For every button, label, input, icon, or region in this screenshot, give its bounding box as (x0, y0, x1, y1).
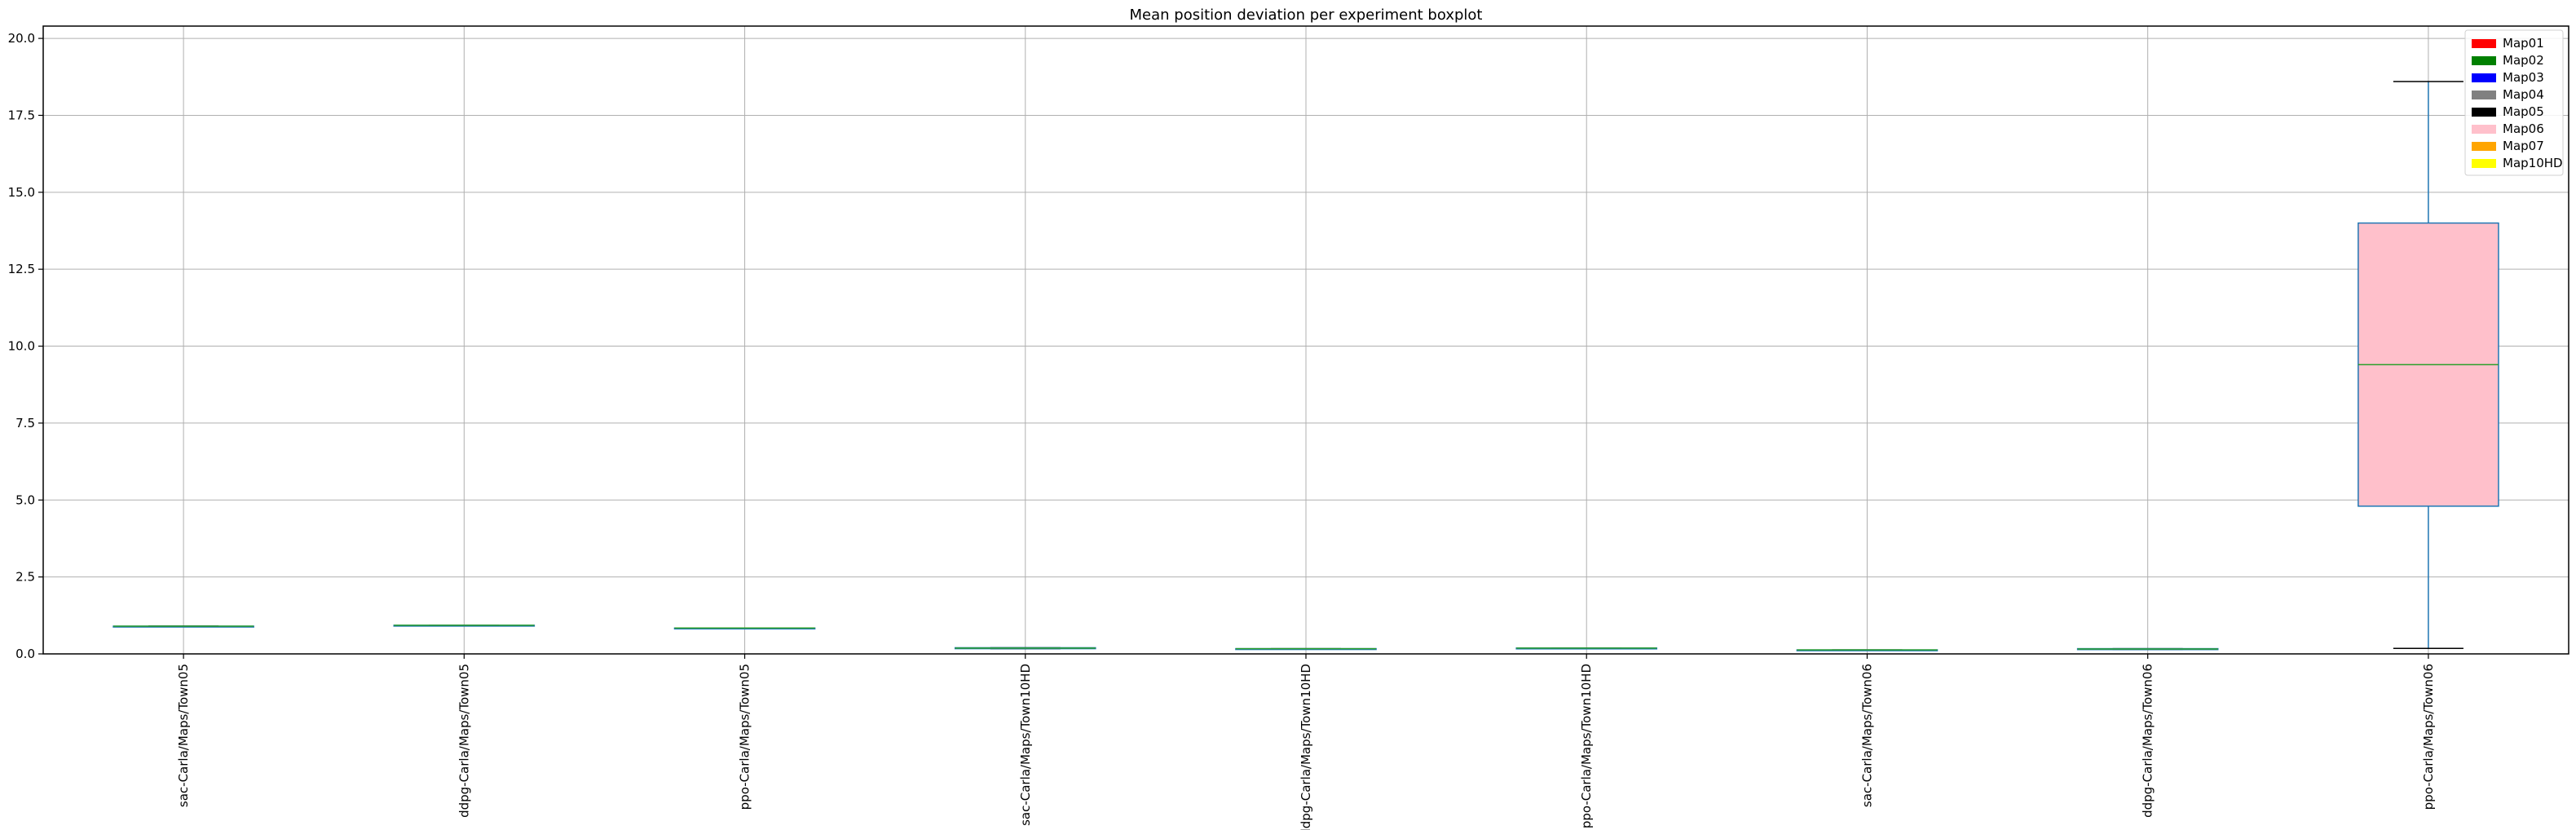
chart-title: Mean position deviation per experiment b… (1130, 7, 1483, 24)
legend-swatch-Map02 (2472, 56, 2496, 65)
box-ddpg-Carla/Maps/Town05 (393, 625, 536, 627)
x-tick-label: sac-Carla/Maps/Town05 (176, 664, 191, 807)
legend-label-Map05: Map05 (2503, 104, 2544, 119)
legend-swatch-Map04 (2472, 91, 2496, 99)
x-tick-label: ddpg-Carla/Maps/Town06 (2141, 664, 2155, 818)
legend-swatch-Map07 (2472, 142, 2496, 151)
legend-label-Map06: Map06 (2503, 121, 2544, 136)
legend-swatch-Map01 (2472, 39, 2496, 48)
y-tick-label: 7.5 (15, 416, 35, 430)
box-ddpg-Carla/Maps/Town10HD (1235, 647, 1377, 651)
legend-label-Map01: Map01 (2503, 36, 2544, 51)
y-tick-label: 2.5 (15, 570, 35, 585)
x-tick-label: sac-Carla/Maps/Town06 (1859, 664, 1874, 807)
x-tick-label: sac-Carla/Maps/Town10HD (1018, 664, 1033, 826)
x-tick-label: ddpg-Carla/Maps/Town05 (457, 664, 471, 818)
y-tick-label: 10.0 (8, 339, 35, 354)
box-series (112, 81, 2499, 651)
y-tick-label: 20.0 (8, 31, 35, 46)
y-tick-label: 15.0 (8, 185, 35, 200)
x-tick-label: ddpg-Carla/Maps/Town10HD (1299, 664, 1313, 830)
legend-label-Map07: Map07 (2503, 139, 2544, 153)
box-sac-Carla/Maps/Town10HD (954, 647, 1096, 650)
legend-swatch-Map03 (2472, 73, 2496, 82)
box-sac-Carla/Maps/Town06 (1796, 649, 1939, 651)
x-axis: sac-Carla/Maps/Town05 ddpg-Carla/Maps/Tow… (176, 654, 2436, 830)
box-sac-Carla/Maps/Town05 (112, 625, 254, 628)
legend-label-Map10HD: Map10HD (2503, 156, 2563, 170)
legend-label-Map02: Map02 (2503, 53, 2544, 68)
box-ppo-Carla/Maps/Town10HD (1515, 647, 1658, 650)
legend-label-Map03: Map03 (2503, 70, 2544, 85)
box-ppo-Carla/Maps/Town06 (2358, 81, 2499, 649)
legend: Map01 Map02 Map03 Map04 Map05 Map06 Map07 Map10… (2464, 29, 2564, 176)
legend-swatch-Map05 (2472, 108, 2496, 117)
grid-lines (43, 26, 2569, 655)
x-tick-label: ppo-Carla/Maps/Town05 (738, 664, 752, 810)
y-tick-label: 5.0 (15, 492, 35, 507)
y-tick-label: 17.5 (8, 108, 35, 122)
box-ddpg-Carla/Maps/Town06 (2076, 647, 2219, 651)
legend-label-Map04: Map04 (2503, 87, 2544, 102)
y-tick-label: 12.5 (8, 262, 35, 276)
x-tick-label: ppo-Carla/Maps/Town06 (2421, 664, 2436, 810)
y-tick-label: 0.0 (15, 647, 35, 661)
x-tick-label: ppo-Carla/Maps/Town10HD (1579, 664, 1594, 828)
legend-frame (2464, 29, 2564, 176)
box-ppo-Carla/Maps/Town05 (673, 627, 816, 630)
legend-swatch-Map06 (2472, 125, 2496, 134)
y-axis: 0.0 2.5 5.0 7.5 10.0 12.5 15.0 17.5 20.0 (8, 31, 43, 661)
legend-swatch-Map10HD (2472, 159, 2496, 168)
